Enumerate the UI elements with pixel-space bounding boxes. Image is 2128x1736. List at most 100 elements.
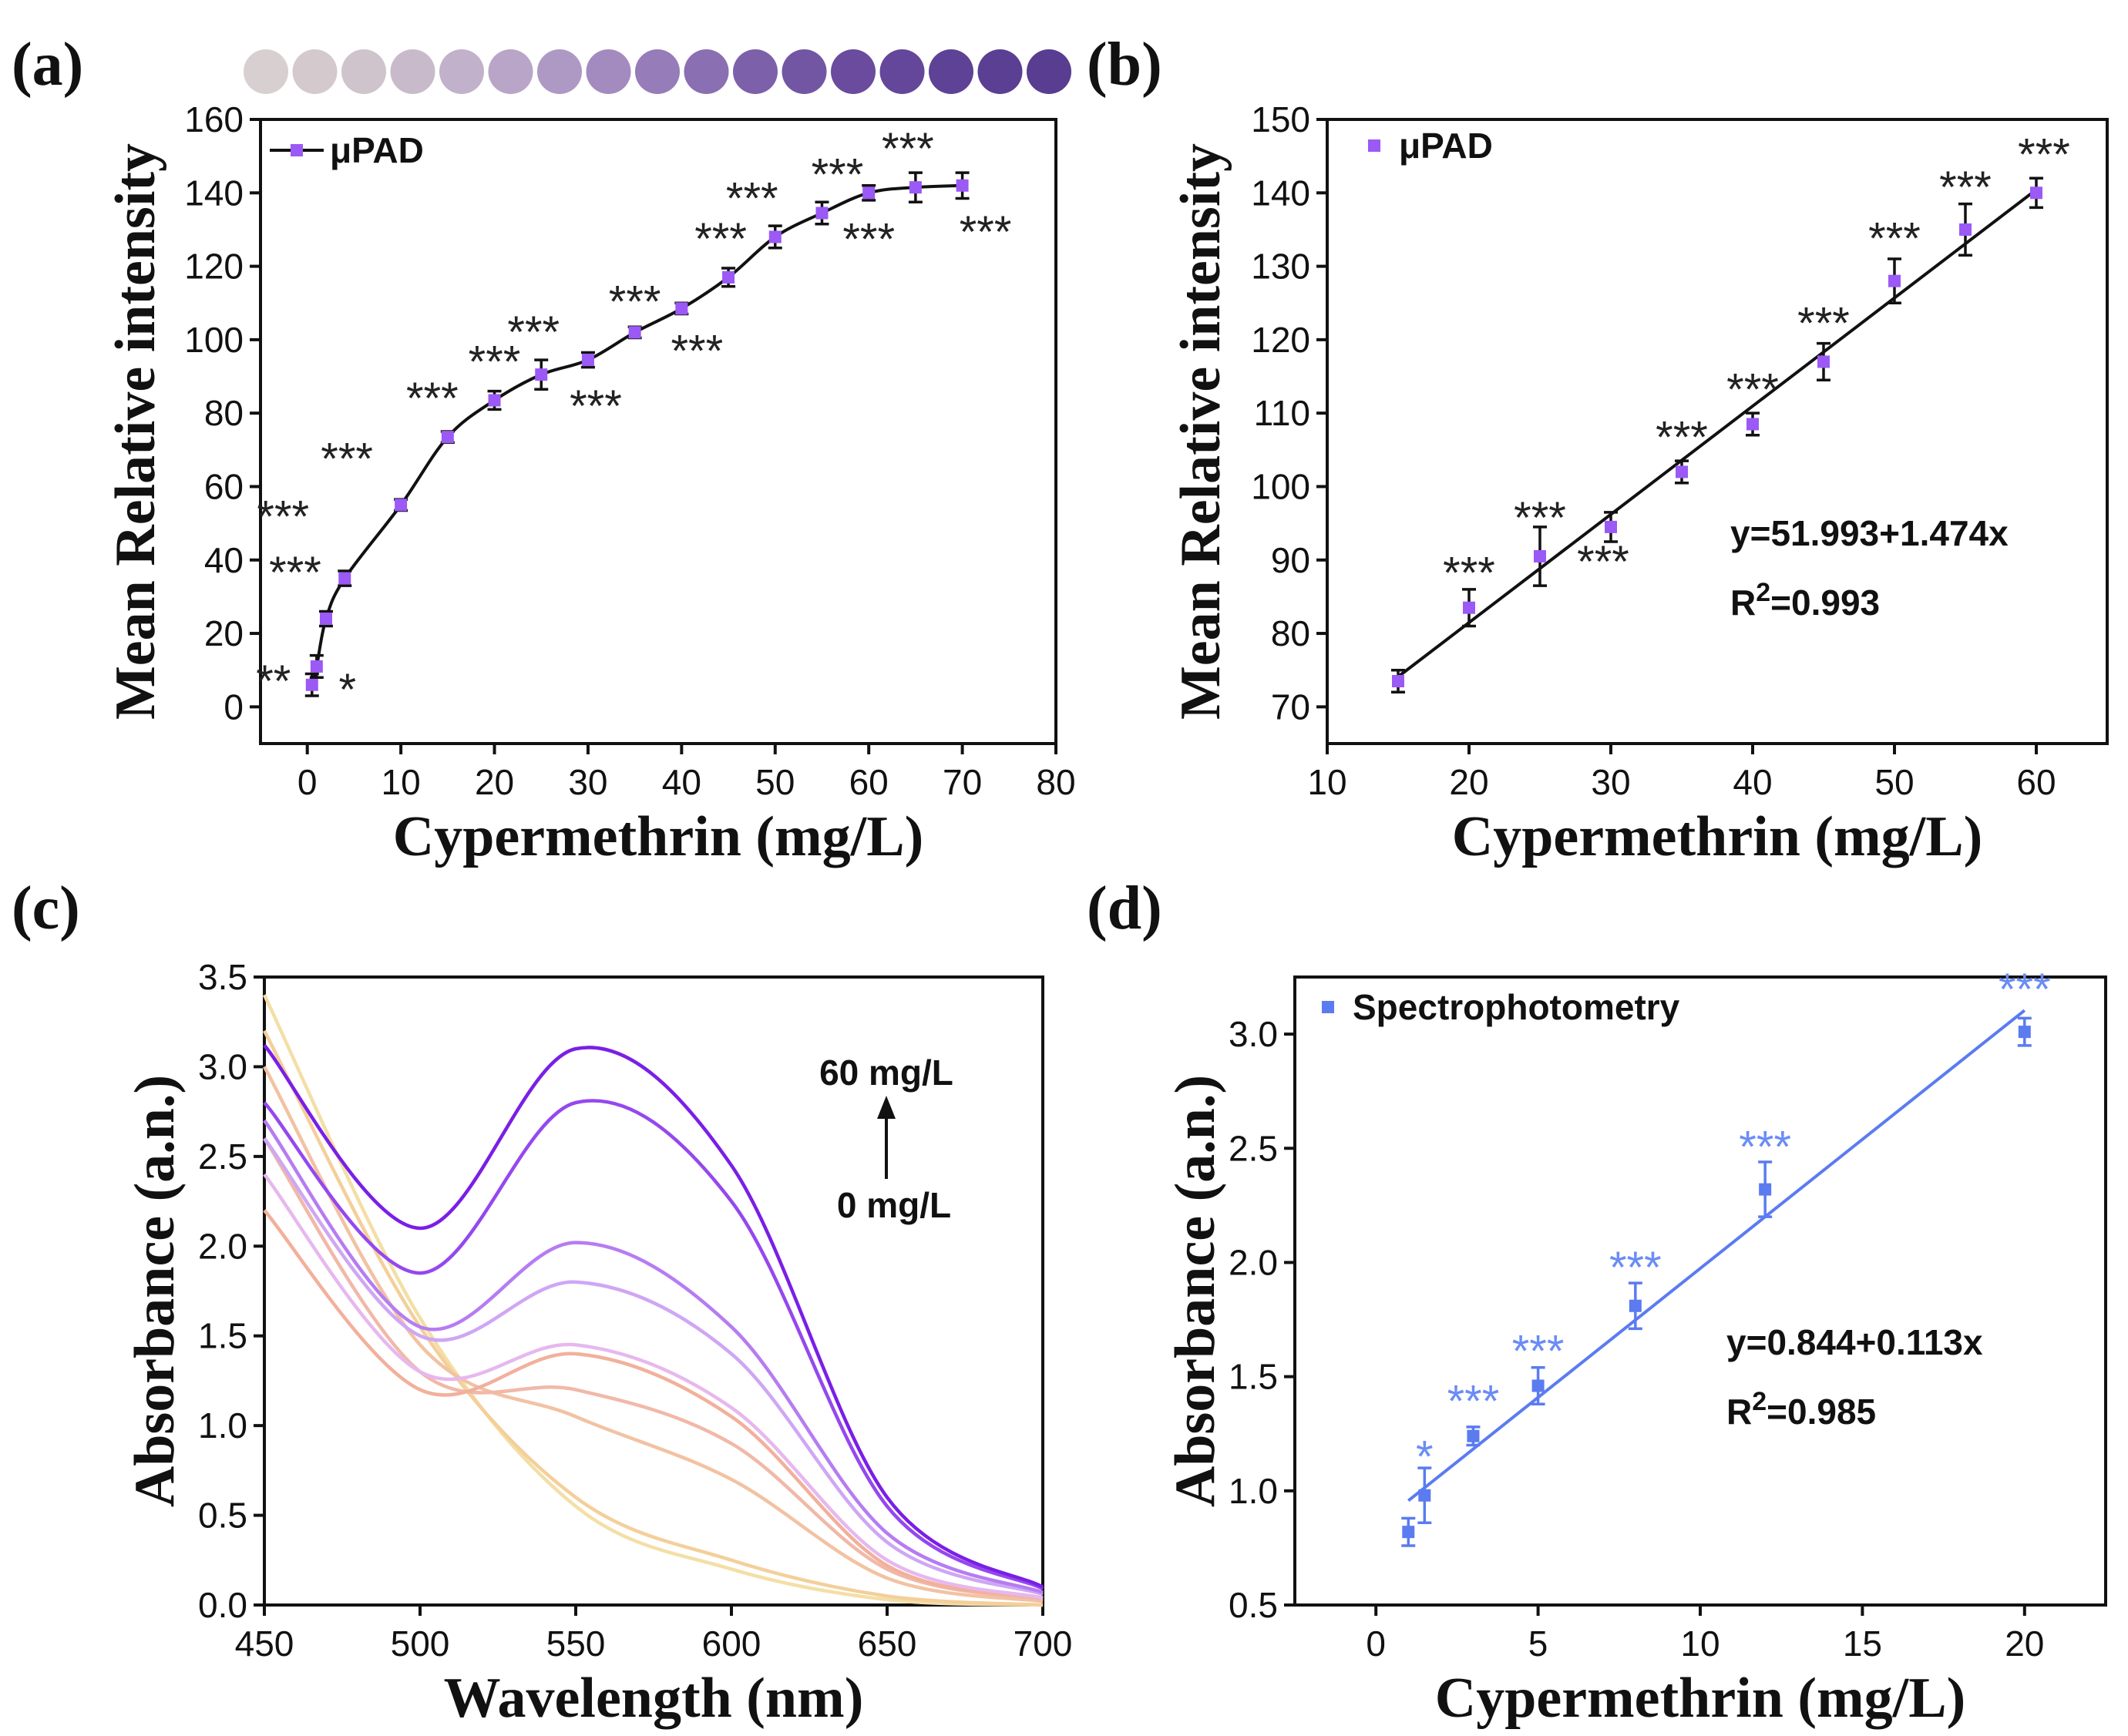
- data-point: [815, 207, 829, 220]
- data-point: [909, 181, 922, 194]
- color-swatch: [537, 49, 582, 94]
- x-tick-label: 30: [568, 762, 607, 802]
- y-tick-label: 0.5: [1229, 1585, 1278, 1625]
- y-tick-label: 3.0: [1229, 1014, 1278, 1054]
- x-tick-label: 15: [1843, 1624, 1882, 1664]
- fit-line: [1407, 1009, 2026, 1503]
- equation-label: y=0.844+0.113x: [1726, 1322, 1983, 1362]
- data-point: [1959, 223, 1972, 236]
- data-point: [1746, 418, 1759, 431]
- x-tick-label: 0: [1366, 1624, 1386, 1664]
- significance-label: **: [256, 656, 291, 707]
- x-tick-label: 5: [1528, 1624, 1548, 1664]
- y-tick-label: 140: [184, 173, 244, 213]
- equation-label: y=51.993+1.474x: [1730, 513, 2009, 553]
- spectrum-line: [263, 1099, 1044, 1591]
- y-tick-label: 90: [1271, 540, 1310, 580]
- arrow-head: [877, 1096, 896, 1119]
- color-swatch: [439, 49, 484, 94]
- annotation-top: 60 mg/L: [819, 1053, 953, 1093]
- significance-label: ***: [1939, 163, 1992, 213]
- data-point: [1888, 274, 1901, 287]
- significance-label: ***: [694, 214, 747, 264]
- significance-label: ***: [671, 326, 723, 376]
- data-point: [768, 230, 782, 243]
- color-swatch: [782, 49, 827, 94]
- spectrum-line: [263, 1119, 1044, 1594]
- legend-marker: [1368, 139, 1380, 152]
- spectrum-line: [262, 994, 1044, 1607]
- x-tick-label: 450: [235, 1624, 294, 1664]
- panel-c-chart: 450 500 550 600 650 700 0.0 0.5 1.0 1.5 2.0 2.5 3.0 3…: [12, 875, 1072, 1730]
- data-point: [1418, 1489, 1431, 1502]
- y-tick-label: 1.0: [198, 1405, 247, 1446]
- significance-label: ***: [1447, 1377, 1500, 1427]
- data-point: [395, 499, 408, 512]
- x-tick-label: 10: [382, 762, 421, 802]
- y-tick-label: 100: [184, 320, 244, 360]
- y-tick-label: 1.5: [1229, 1357, 1278, 1397]
- x-tick-label: 60: [2016, 762, 2056, 802]
- significance-label: ***: [726, 173, 778, 223]
- y-axis-title: Absorbance (a.n.): [123, 1075, 187, 1507]
- color-swatch: [390, 49, 435, 94]
- data-point: [535, 368, 548, 381]
- significance-label: ***: [2018, 129, 2070, 180]
- data-point: [956, 179, 969, 192]
- x-tick-label: 700: [1014, 1624, 1073, 1664]
- significance-label: ***: [842, 214, 895, 264]
- data-point: [1676, 465, 1688, 478]
- significance-label: ***: [1514, 493, 1566, 543]
- spectrum-line: [263, 1029, 1044, 1607]
- legend-marker: [291, 144, 303, 156]
- significance-label: ***: [570, 381, 622, 431]
- legend-label: Spectrophotometry: [1353, 987, 1680, 1027]
- data-point: [628, 326, 641, 339]
- color-swatch: [977, 49, 1023, 94]
- data-point: [862, 186, 876, 200]
- panel-b-chart: 10 20 30 40 50 60 70 80 90 100 110 120 130 140 150 Cype…: [1087, 31, 2109, 868]
- x-axis-title: Cypermethrin (mg/L): [1452, 805, 1982, 868]
- r-squared-label: R2=0.985: [1726, 1387, 1876, 1432]
- y-tick-label: 40: [204, 540, 244, 580]
- data-point: [675, 302, 688, 315]
- legend-label: μPAD: [1399, 126, 1493, 166]
- spectrum-line: [263, 1209, 1044, 1600]
- significance-label: ***: [882, 124, 934, 174]
- significance-label: *: [339, 665, 357, 715]
- significance-label: ***: [812, 150, 864, 200]
- data-point: [1759, 1183, 1772, 1196]
- x-tick-label: 20: [475, 762, 514, 802]
- x-tick-label: 80: [1036, 762, 1075, 802]
- y-tick-label: 3.0: [198, 1046, 247, 1086]
- spectrum-line: [263, 1137, 1044, 1597]
- significance-label: ***: [1999, 965, 2051, 1015]
- y-tick-label: 120: [1251, 320, 1310, 360]
- y-tick-label: 0: [224, 687, 244, 727]
- y-tick-label: 100: [1251, 466, 1310, 506]
- color-swatch: [831, 49, 876, 94]
- significance-label: ***: [1656, 412, 1708, 462]
- y-tick-label: 140: [1251, 173, 1310, 213]
- color-swatch: [292, 49, 338, 94]
- y-tick-label: 2.0: [1229, 1242, 1278, 1282]
- data-point: [1629, 1299, 1642, 1312]
- panel-label: (b): [1087, 31, 1162, 99]
- significance-label: ***: [1739, 1123, 1791, 1173]
- data-point: [2030, 186, 2042, 200]
- data-point: [319, 613, 332, 625]
- color-swatch: [488, 49, 533, 94]
- color-swatch: [244, 49, 288, 94]
- data-point: [581, 354, 594, 367]
- plot-frame: [1326, 118, 2109, 745]
- spectrum-line: [263, 1137, 1044, 1602]
- data-point: [1531, 1379, 1545, 1392]
- y-tick-label: 2.5: [1229, 1128, 1278, 1168]
- color-swatch: [586, 49, 631, 94]
- data-point: [1463, 601, 1475, 614]
- x-axis-title: Cypermethrin (mg/L): [393, 805, 923, 868]
- x-axis-title: Wavelength (nm): [444, 1667, 864, 1730]
- data-point: [1605, 520, 1617, 533]
- x-tick-label: 40: [1733, 762, 1772, 802]
